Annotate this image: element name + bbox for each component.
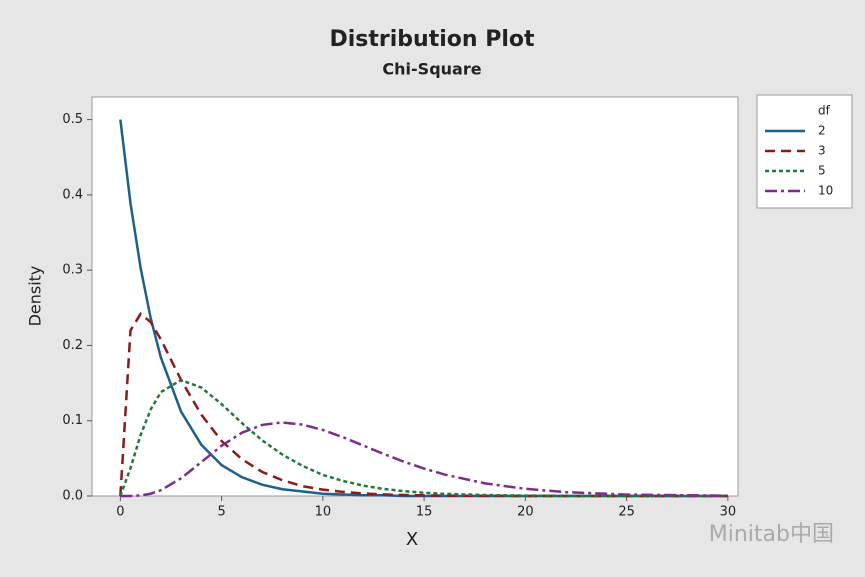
x-tick-label: 15 xyxy=(416,505,433,520)
chart-title: Distribution Plot xyxy=(329,27,534,52)
series-line xyxy=(119,311,728,498)
y-axis-label: Density xyxy=(26,266,45,327)
y-tick-label: 0.0 xyxy=(62,489,83,504)
series-line xyxy=(119,378,728,498)
watermark: Minitab中国 xyxy=(709,522,834,547)
x-tick-label: 20 xyxy=(517,505,534,520)
chart-subtitle: Chi-Square xyxy=(382,60,481,79)
y-tick-label: 0.3 xyxy=(62,263,83,278)
legend-title: df xyxy=(818,104,831,118)
legend-label: 2 xyxy=(818,124,826,138)
series-line xyxy=(120,421,728,498)
y-tick-label: 0.5 xyxy=(62,112,83,127)
y-tick-label: 0.4 xyxy=(62,187,83,202)
x-tick-label: 5 xyxy=(217,505,225,520)
plot-area xyxy=(91,96,739,497)
x-tick-label: 10 xyxy=(315,505,332,520)
legend-label: 10 xyxy=(818,184,833,198)
x-tick-label: 30 xyxy=(720,505,737,520)
x-axis-label: X xyxy=(406,529,418,550)
legend-label: 3 xyxy=(818,144,826,158)
y-tick-label: 0.2 xyxy=(62,338,83,353)
x-tick-label: 25 xyxy=(618,505,635,520)
x-tick-label: 0 xyxy=(116,505,124,520)
y-tick-label: 0.1 xyxy=(62,413,83,428)
legend-label: 5 xyxy=(818,164,826,178)
